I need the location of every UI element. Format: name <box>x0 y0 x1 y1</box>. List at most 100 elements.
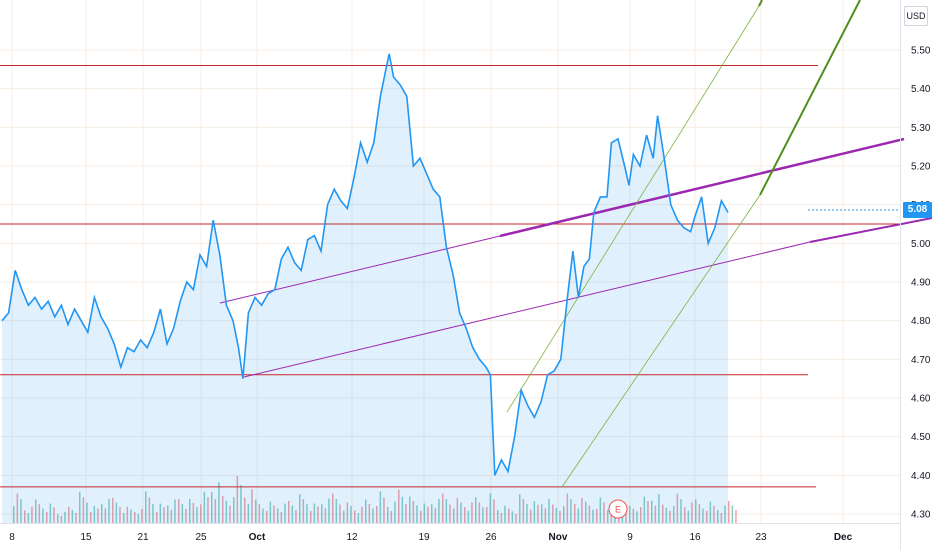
volume-bar <box>559 510 561 523</box>
volume-bar <box>203 491 206 523</box>
volume-bar <box>343 510 345 523</box>
volume-bar <box>211 492 213 523</box>
volume-bar <box>401 496 404 523</box>
volume-bar <box>405 504 407 523</box>
volume-bar <box>533 501 536 523</box>
volume-bar <box>266 511 268 523</box>
volume-bar <box>662 504 664 523</box>
volume-bar <box>229 505 231 523</box>
volume-bar <box>698 504 701 523</box>
volume-bar <box>159 503 162 523</box>
y-tick-label: 5.40 <box>911 84 931 95</box>
x-tick-label: 12 <box>346 532 358 543</box>
y-axis-ticks: 5.505.405.305.205.105.004.904.804.704.60… <box>911 46 931 521</box>
volume-bar <box>409 496 411 523</box>
volume-bar <box>335 499 338 523</box>
volume-bar <box>574 504 576 523</box>
volume-bar <box>130 509 132 523</box>
volume-bar <box>288 501 290 523</box>
volume-bar <box>244 497 246 523</box>
volume-bar <box>104 508 107 523</box>
currency-button[interactable]: USD <box>904 6 928 26</box>
volume-bar <box>181 504 184 523</box>
volume-bar <box>581 498 583 523</box>
volume-bar <box>508 508 510 523</box>
volume-bar <box>434 508 437 523</box>
volume-bar <box>233 497 235 523</box>
volume-bar <box>163 507 165 523</box>
y-tick-label: 4.70 <box>911 355 931 366</box>
volume-bar <box>31 506 33 523</box>
volume-bar <box>592 509 594 523</box>
volume-bar <box>467 510 470 523</box>
volume-bar <box>387 506 389 523</box>
volume-bar <box>310 510 312 523</box>
volume-bar <box>651 500 653 523</box>
x-tick-label: 23 <box>755 532 767 543</box>
volume-bar <box>478 502 481 523</box>
volume-bar <box>500 513 503 523</box>
volume-bar <box>200 504 202 523</box>
volume-bar <box>526 504 528 523</box>
earnings-marker[interactable]: E <box>608 499 628 519</box>
volume-bar <box>64 511 66 523</box>
trend-channels <box>219 0 932 488</box>
y-tick-label: 4.60 <box>911 394 931 405</box>
volume-bar <box>192 502 195 523</box>
x-axis-ticks: 8 15 21 25 Oct 12 19 26 Nov 9 16 23 Dec <box>9 532 852 543</box>
y-tick-label: 4.50 <box>911 432 931 443</box>
x-tick-label: Nov <box>549 532 568 543</box>
volume-bar <box>68 506 70 523</box>
volume-bar <box>665 507 668 523</box>
volume-bar <box>339 504 341 523</box>
volume-bar <box>86 502 88 523</box>
x-tick-label: 9 <box>627 532 633 543</box>
volume-bar <box>570 499 572 523</box>
volume-bar <box>486 507 488 523</box>
volume-bar <box>599 497 602 523</box>
channel-line <box>758 0 763 7</box>
volume-bar <box>610 513 613 523</box>
volume-bar <box>673 506 675 523</box>
volume-bar <box>82 497 85 523</box>
earnings-marker-label: E <box>615 505 621 515</box>
volume-bar <box>170 510 173 523</box>
volume-bar <box>372 508 374 523</box>
volume-bar <box>302 499 305 523</box>
x-tick-label: 16 <box>689 532 701 543</box>
volume-bar <box>541 504 543 523</box>
channel-line <box>243 241 811 378</box>
x-tick-label: 26 <box>485 532 497 543</box>
volume-bar <box>27 513 30 523</box>
volume-bar <box>482 507 484 523</box>
volume-bar <box>544 508 547 523</box>
y-tick-label: 4.90 <box>911 278 931 289</box>
volume-bar <box>174 499 176 523</box>
x-tick-label: 21 <box>137 532 149 543</box>
volume-bar <box>71 509 74 523</box>
channel-line <box>219 235 501 304</box>
volume-bar <box>585 501 587 523</box>
volume-bar <box>398 489 400 523</box>
volume-bar <box>522 499 525 523</box>
volume-bar <box>423 503 426 523</box>
volume-bar <box>537 504 539 523</box>
x-tick-label: Dec <box>834 532 853 543</box>
volume-bar <box>643 496 646 523</box>
volume-bar <box>251 489 253 523</box>
y-tick-label: 5.30 <box>911 123 931 134</box>
volume-bar <box>416 505 418 523</box>
y-tick-label: 5.20 <box>911 162 931 173</box>
volume-bar <box>676 493 679 523</box>
volume-bar <box>126 506 129 523</box>
volume-bar <box>280 512 283 523</box>
volume-bar <box>277 508 279 523</box>
volume-bar <box>412 501 415 523</box>
volume-bar <box>258 504 261 523</box>
volume-bar <box>38 504 41 523</box>
volume-bar <box>379 491 382 523</box>
price-line <box>1 53 729 476</box>
y-tick-label: 4.30 <box>911 510 931 521</box>
volume-bar <box>629 505 631 523</box>
